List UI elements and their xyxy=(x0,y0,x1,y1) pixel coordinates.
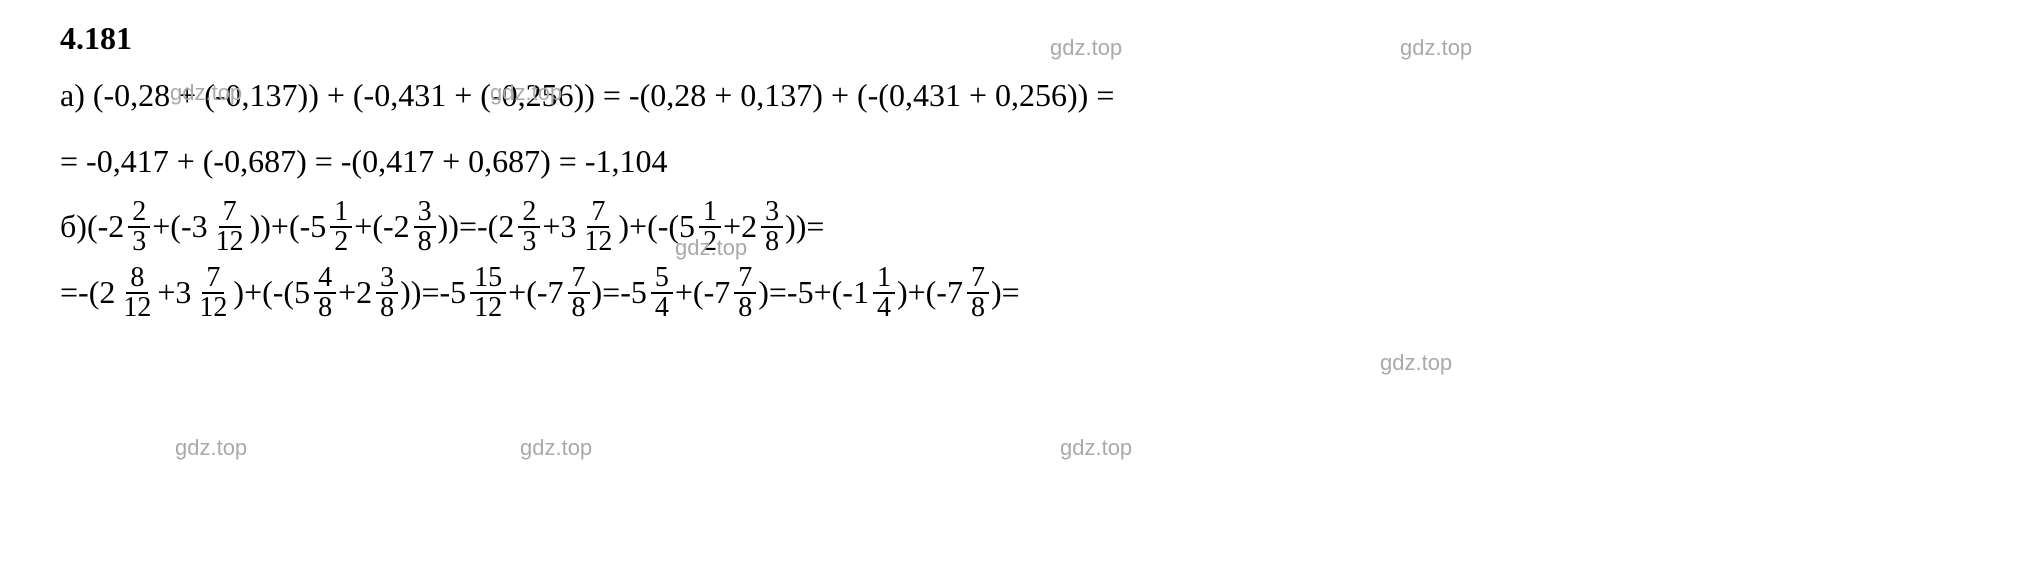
content-wrapper: 4.181 а) (-0,28 + (-0,137)) + (-0,431 + … xyxy=(60,20,1966,322)
line-b-part1: б) (- 2 2 3 + (- 3 7 12 )) + (- 5 1 2 xyxy=(60,198,1966,256)
label-b: б) xyxy=(60,198,87,256)
mixed-2-3-8b: 2 3 8 xyxy=(741,198,785,256)
mixed-3-7-12b: 3 7 12 xyxy=(560,198,618,256)
mixed-3-7-12c: 3 7 12 xyxy=(175,264,233,322)
mixed-2-3-8c: 2 3 8 xyxy=(356,264,400,322)
mixed-1-1-4: 1 1 4 xyxy=(853,264,897,322)
watermark: gdz.top xyxy=(170,80,242,106)
mixed-3-7-12: 3 7 12 xyxy=(192,198,250,256)
mixed-7-7-8c: 7 7 8 xyxy=(947,264,991,322)
lparen: (- xyxy=(87,198,108,256)
watermark: gdz.top xyxy=(1380,350,1452,376)
mixed-5-5-4: 5 5 4 xyxy=(631,264,675,322)
mixed-7-7-8b: 7 7 8 xyxy=(714,264,758,322)
line-a-part1: а) (-0,28 + (-0,137)) + (-0,431 + (-0,25… xyxy=(60,67,1966,125)
mixed-2-3-8: 2 3 8 xyxy=(394,198,438,256)
mixed-2-2-3b: 2 2 3 xyxy=(498,198,542,256)
mixed-5-1-2: 5 1 2 xyxy=(310,198,354,256)
mixed-5-4-8: 5 4 8 xyxy=(294,264,338,322)
watermark: gdz.top xyxy=(675,235,747,261)
watermark: gdz.top xyxy=(1400,35,1472,61)
watermark: gdz.top xyxy=(1060,435,1132,461)
watermark: gdz.top xyxy=(175,435,247,461)
line-a-part2: = -0,417 + (-0,687) = -(0,417 + 0,687) =… xyxy=(60,133,1966,191)
line-b-part2: = - ( 2 8 12 + 3 7 12 ) + (- ( 5 4 8 xyxy=(60,264,1966,322)
mixed-7-7-8: 7 7 8 xyxy=(548,264,592,322)
watermark: gdz.top xyxy=(490,80,562,106)
mixed-5-15-12: 5 15 12 xyxy=(450,264,508,322)
mixed-2-2-3: 2 2 3 xyxy=(108,198,152,256)
mixed-2-8-12: 2 8 12 xyxy=(99,264,157,322)
watermark: gdz.top xyxy=(520,435,592,461)
watermark: gdz.top xyxy=(1050,35,1122,61)
problem-number: 4.181 xyxy=(60,20,1966,57)
